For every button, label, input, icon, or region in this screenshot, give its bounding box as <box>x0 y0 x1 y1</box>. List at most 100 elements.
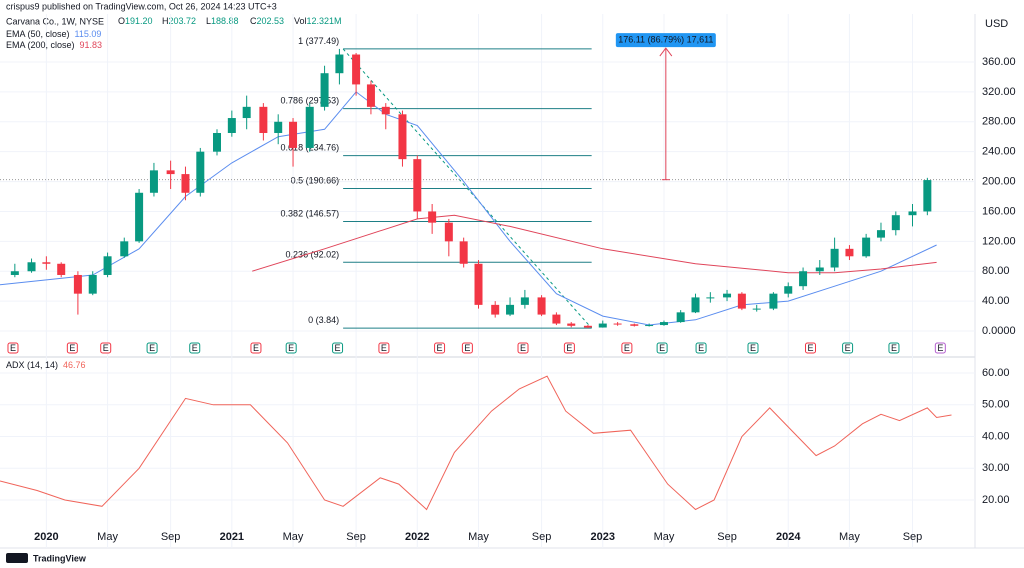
fib-value: 146.57 <box>309 209 337 219</box>
y-tick-label: 20.00 <box>982 494 1010 506</box>
earnings-label: E <box>381 343 387 353</box>
candle-body <box>320 73 329 107</box>
candle-body <box>645 325 654 327</box>
measure-box <box>615 33 716 48</box>
fib-ratio: 0.236 <box>286 250 309 260</box>
y-tick-label: 160.00 <box>982 205 1016 217</box>
fib-paren: ( <box>303 209 309 219</box>
earnings-label: E <box>659 343 665 353</box>
earnings-marker <box>656 342 668 354</box>
fib-paren: ( <box>303 143 309 153</box>
earnings-marker <box>461 342 473 354</box>
earnings-marker <box>842 342 854 354</box>
candle-body <box>491 304 500 315</box>
candle-body <box>444 222 453 242</box>
earnings-marker <box>434 342 446 354</box>
earnings-label: E <box>937 343 943 353</box>
stat-value: 12.321M <box>307 16 342 26</box>
candle-body <box>815 267 824 272</box>
candle-body <box>567 323 576 326</box>
candle-body <box>845 248 854 257</box>
stat: O191.20 <box>118 16 153 26</box>
candle-body <box>583 325 592 328</box>
candle-body <box>27 262 36 272</box>
fib-ratio: 1 <box>298 36 303 46</box>
fib-paren: ) <box>336 209 339 219</box>
stat-value: 202.53 <box>257 16 285 26</box>
x-tick-label: 2020 <box>34 531 58 543</box>
candle-body <box>88 274 97 294</box>
earnings-marker <box>804 342 816 354</box>
legend-entry: EMA (200, close) 91.83 <box>6 40 102 50</box>
candle-body <box>876 230 885 238</box>
publisher: crispus9 published on TradingView.com, O… <box>6 1 277 11</box>
candle-body <box>613 323 622 325</box>
stat-key: C <box>250 16 257 26</box>
x-tick-label: 2022 <box>405 531 429 543</box>
stat-key: O <box>118 16 125 26</box>
candle-body <box>598 323 607 328</box>
legend-name: EMA (50, close) <box>6 29 70 39</box>
earnings-label: E <box>891 343 897 353</box>
earnings-label: E <box>192 343 198 353</box>
earnings-marker <box>189 342 201 354</box>
x-tick-label: Sep <box>903 531 923 543</box>
candle-body <box>923 180 932 212</box>
earnings-label: E <box>624 343 630 353</box>
earnings-label: E <box>335 343 341 353</box>
earnings-label: E <box>520 343 526 353</box>
candle-body <box>537 297 546 315</box>
y-tick-label: 60.00 <box>982 367 1010 379</box>
fib-value: 3.84 <box>319 316 337 326</box>
candle-body <box>908 211 917 216</box>
earnings-marker <box>695 342 707 354</box>
earnings-label: E <box>10 343 16 353</box>
y-tick-label: 320.00 <box>982 86 1016 98</box>
fib-paren: ( <box>303 36 309 46</box>
earnings-label: E <box>464 343 470 353</box>
earnings-label: E <box>750 343 756 353</box>
measure-label: 176.11 (86.79%) 17,611 <box>618 34 713 44</box>
candle-body <box>398 114 407 160</box>
fib-label: 1 (377.49) <box>298 36 339 46</box>
x-tick-label: May <box>468 531 489 543</box>
x-tick-label: May <box>97 531 118 543</box>
currency: USD <box>985 18 1008 30</box>
candle-body <box>73 274 82 294</box>
earnings-label: E <box>69 343 75 353</box>
x-tick-label: May <box>283 531 304 543</box>
y-tick-label: 30.00 <box>982 462 1010 474</box>
fib-paren: ) <box>336 96 339 106</box>
candle-body <box>289 121 298 148</box>
fib-trend <box>342 48 593 329</box>
candle-body <box>196 151 205 193</box>
candle-body <box>691 297 700 313</box>
stat-value: 203.72 <box>169 16 197 26</box>
fib-value: 234.76 <box>309 143 337 153</box>
x-tick-label: Sep <box>346 531 366 543</box>
x-tick-label: Sep <box>161 531 181 543</box>
candle-body <box>274 121 283 133</box>
fib-ratio: 0.5 <box>291 176 304 186</box>
fib-ratio: 0.618 <box>281 143 304 153</box>
candle-body <box>120 241 129 257</box>
earnings-marker <box>517 342 529 354</box>
candle-body <box>723 293 732 298</box>
x-tick-label: May <box>839 531 860 543</box>
candle-body <box>769 293 778 309</box>
fib-paren: ( <box>313 316 319 326</box>
earnings-label: E <box>149 343 155 353</box>
y-tick-label: 360.00 <box>982 56 1016 68</box>
pane-value: 46.76 <box>63 360 86 370</box>
candle-body <box>784 286 793 294</box>
y-tick-label: 200.00 <box>982 175 1016 187</box>
fib-value: 377.49 <box>309 36 337 46</box>
candle-body <box>103 256 112 275</box>
fib-paren: ( <box>303 96 309 106</box>
candle-body <box>552 314 561 324</box>
measure-arrowhead <box>659 47 673 57</box>
candle-body <box>737 293 746 309</box>
earnings-marker <box>250 342 262 354</box>
stat: H203.72 <box>162 16 196 26</box>
